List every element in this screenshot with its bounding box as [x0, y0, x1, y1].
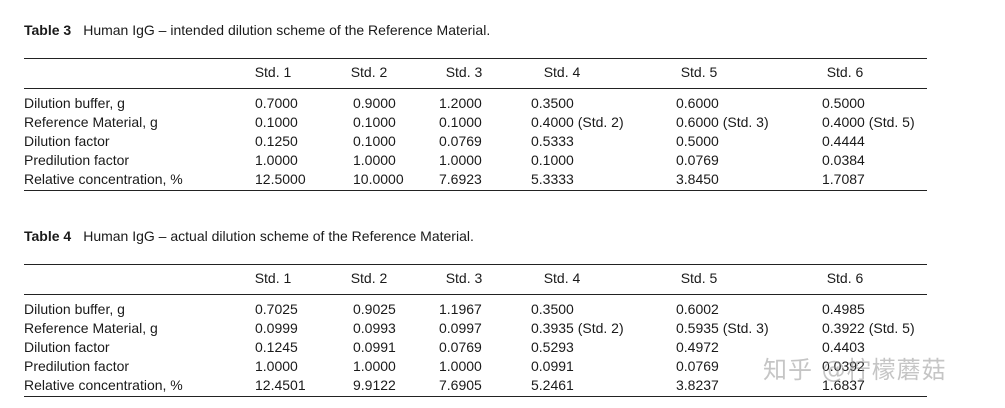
table-cell: 5.2461 — [531, 377, 574, 393]
table-number: Table 3 — [24, 22, 72, 38]
table-cell: 0.0991 — [531, 358, 574, 374]
table-cell: 1.0000 — [353, 358, 396, 374]
row-label: Predilution factor — [24, 152, 130, 168]
table-cell: 0.6000 (Std. 3) — [676, 114, 769, 130]
table-cell: 0.1245 — [255, 339, 298, 355]
table-cell: 0.4000 (Std. 2) — [531, 114, 624, 130]
table-cell: 0.4972 — [676, 339, 719, 355]
table-cell: 10.0000 — [353, 171, 404, 187]
row-label: Relative concentration, % — [24, 171, 183, 187]
table-cell: 0.1000 — [531, 152, 574, 168]
table-cell: 0.1250 — [255, 133, 298, 149]
table-cell: 3.8450 — [676, 171, 719, 187]
table-title: Human IgG – intended dilution scheme of … — [83, 22, 491, 38]
table-cell: 0.4000 (Std. 5) — [822, 114, 915, 130]
table-cell: 0.4444 — [822, 133, 865, 149]
table-cell: 0.9000 — [353, 95, 396, 111]
table-cell: 0.1000 — [353, 133, 396, 149]
row-label: Reference Material, g — [24, 320, 158, 336]
column-header: Std. 1 — [254, 64, 292, 80]
bottom-rule — [24, 190, 927, 191]
table-cell: 0.3935 (Std. 2) — [531, 320, 624, 336]
table-cell: 0.4985 — [822, 301, 865, 317]
table-cell: 5.3333 — [531, 171, 574, 187]
table-cell: 0.9025 — [353, 301, 396, 317]
row-label: Dilution factor — [24, 133, 110, 149]
table-cell: 0.0769 — [676, 152, 719, 168]
table-cell: 12.4501 — [255, 377, 306, 393]
table-cell: 0.1000 — [439, 114, 482, 130]
table-number: Table 4 — [24, 228, 72, 244]
column-header: Std. 3 — [445, 64, 483, 80]
header-rule — [24, 294, 927, 295]
column-header: Std. 6 — [826, 270, 864, 286]
table-cell: 0.0769 — [676, 358, 719, 374]
table-cell: 1.0000 — [439, 152, 482, 168]
header-rule — [24, 88, 927, 89]
column-header: Std. 4 — [543, 64, 581, 80]
column-header: Std. 3 — [445, 270, 483, 286]
column-header: Std. 6 — [826, 64, 864, 80]
table-cell: 9.9122 — [353, 377, 396, 393]
row-label: Dilution buffer, g — [24, 301, 125, 317]
table-4: Table 4 Human IgG – actual dilution schem… — [24, 228, 927, 398]
row-label: Predilution factor — [24, 358, 130, 374]
table-cell: 0.0991 — [353, 339, 396, 355]
table-cell: 12.5000 — [255, 171, 306, 187]
table-cell: 0.3922 (Std. 5) — [822, 320, 915, 336]
table-cell: 0.0997 — [439, 320, 482, 336]
top-rule — [24, 58, 927, 59]
table-cell: 0.5000 — [822, 95, 865, 111]
table-cell: 0.6002 — [676, 301, 719, 317]
table-cell: 1.0000 — [255, 152, 298, 168]
table-cell: 0.5333 — [531, 133, 574, 149]
table-cell: 0.5293 — [531, 339, 574, 355]
table-cell: 0.6000 — [676, 95, 719, 111]
table-cell: 0.5000 — [676, 133, 719, 149]
table-cell: 0.0392 — [822, 358, 865, 374]
table-cell: 3.8237 — [676, 377, 719, 393]
table-cell: 0.1000 — [353, 114, 396, 130]
table-cell: 1.0000 — [353, 152, 396, 168]
table-cell: 1.0000 — [439, 358, 482, 374]
table-cell: 0.3500 — [531, 301, 574, 317]
row-label: Dilution factor — [24, 339, 110, 355]
row-label: Relative concentration, % — [24, 377, 183, 393]
column-header: Std. 5 — [680, 64, 718, 80]
table-cell: 0.5935 (Std. 3) — [676, 320, 769, 336]
table-title: Human IgG – actual dilution scheme of th… — [83, 228, 474, 244]
table-cell: 0.0769 — [439, 133, 482, 149]
table-caption: Table 3 Human IgG – intended dilution sch… — [24, 22, 490, 38]
bottom-rule — [24, 396, 927, 397]
row-label: Reference Material, g — [24, 114, 158, 130]
table-cell: 0.3500 — [531, 95, 574, 111]
table-cell: 0.0384 — [822, 152, 865, 168]
table-cell: 1.6837 — [822, 377, 865, 393]
table-cell: 7.6923 — [439, 171, 482, 187]
column-header: Std. 2 — [350, 270, 388, 286]
table-cell: 1.2000 — [439, 95, 482, 111]
table-cell: 0.7000 — [255, 95, 298, 111]
table-cell: 0.7025 — [255, 301, 298, 317]
column-header: Std. 1 — [254, 270, 292, 286]
table-3: Table 3 Human IgG – intended dilution sch… — [24, 22, 927, 192]
table-cell: 0.0999 — [255, 320, 298, 336]
column-header: Std. 2 — [350, 64, 388, 80]
table-cell: 1.1967 — [439, 301, 482, 317]
table-cell: 0.0993 — [353, 320, 396, 336]
top-rule — [24, 264, 927, 265]
column-header: Std. 4 — [543, 270, 581, 286]
table-cell: 7.6905 — [439, 377, 482, 393]
watermark: 知乎 @柠檬蘑菇 — [763, 356, 947, 384]
table-caption: Table 4 Human IgG – actual dilution schem… — [24, 228, 474, 244]
column-header: Std. 5 — [680, 270, 718, 286]
table-cell: 1.7087 — [822, 171, 865, 187]
table-cell: 1.0000 — [255, 358, 298, 374]
table-cell: 0.0769 — [439, 339, 482, 355]
table-cell: 0.1000 — [255, 114, 298, 130]
table-cell: 0.4403 — [822, 339, 865, 355]
row-label: Dilution buffer, g — [24, 95, 125, 111]
